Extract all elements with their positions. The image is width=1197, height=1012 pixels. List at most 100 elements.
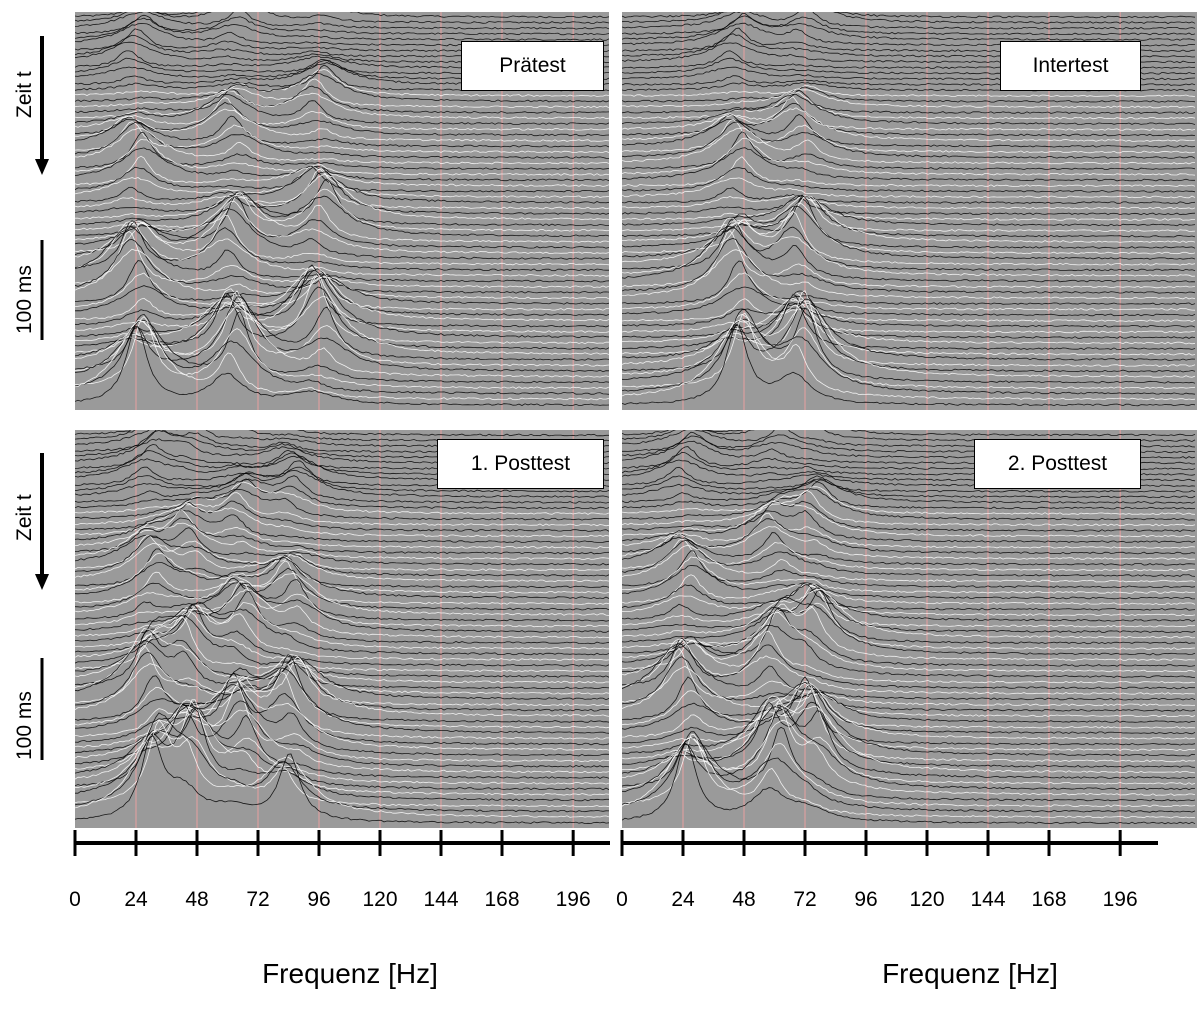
- spectrum-trace: [75, 196, 609, 249]
- spectrum-trace: [622, 630, 1196, 684]
- spectrum-trace: [75, 567, 609, 611]
- x-tick-label: 120: [362, 888, 398, 911]
- x-tick-label: 168: [1031, 888, 1067, 911]
- spectrum-trace: [622, 733, 1196, 808]
- spectrum-trace: [75, 509, 609, 544]
- spectrum-trace: [75, 191, 609, 238]
- spectrum-trace: [75, 616, 609, 684]
- spectrum-trace: [75, 12, 609, 19]
- spectrum-trace: [75, 672, 609, 746]
- spectrum-trace: [622, 676, 1196, 746]
- spectrum-trace: [622, 298, 1196, 323]
- spectrum-trace: [75, 316, 609, 390]
- spectrum-trace: [75, 230, 609, 289]
- spectrum-trace: [75, 502, 609, 538]
- panel-title-pretest: Prätest: [461, 41, 604, 91]
- spectrum-trace: [75, 522, 609, 560]
- spectrum-trace: [75, 542, 609, 583]
- spectrum-trace: [75, 108, 609, 142]
- spectrum-trace: [75, 735, 609, 825]
- spectrum-trace: [622, 15, 1196, 41]
- spectrum-trace: [622, 488, 1196, 521]
- spectrum-trace: [622, 540, 1196, 577]
- spectrum-trace: [75, 580, 609, 628]
- spectrum-trace: [622, 702, 1196, 785]
- spectrum-trace: [622, 290, 1196, 367]
- spectrum-trace: [622, 304, 1196, 334]
- spectrum-trace: [75, 708, 609, 802]
- spectrum-trace: [75, 225, 609, 283]
- spectrum-trace: [75, 69, 609, 97]
- spectrum-trace: [622, 196, 1195, 221]
- spectrum-trace: [75, 535, 609, 577]
- spectrum-trace: [75, 534, 609, 572]
- spectrum-trace: [75, 167, 609, 210]
- spectrum-trace: [622, 121, 1196, 159]
- x-tick-label: 144: [970, 888, 1006, 911]
- spectrum-trace: [75, 291, 609, 361]
- spectrum-trace: [75, 90, 609, 120]
- spectrum-trace: [75, 706, 609, 791]
- x-tick-label: 48: [732, 888, 756, 911]
- spectrum-trace: [75, 475, 609, 504]
- spectrum-trace: [622, 602, 1196, 650]
- spectrum-trace: [75, 466, 609, 493]
- spectrum-trace: [622, 107, 1196, 142]
- spectrum-trace: [622, 582, 1196, 611]
- spectrum-trace: [75, 319, 609, 401]
- x-tick-label: 0: [616, 888, 628, 911]
- spectrum-trace: [75, 588, 609, 639]
- spectrum-trace: [622, 512, 1196, 549]
- spectrum-trace: [75, 166, 609, 199]
- spectrum-trace: [622, 217, 1196, 272]
- spectrum-trace: [75, 200, 609, 255]
- spectrum-trace: [75, 127, 609, 165]
- spectrum-trace: [75, 527, 609, 566]
- spectrum-trace: [75, 267, 609, 333]
- spectrum-trace: [622, 177, 1196, 199]
- spectrum-trace: [622, 293, 1196, 351]
- spectrum-trace: [75, 131, 609, 171]
- spectrum-trace: [622, 93, 1196, 125]
- spectrum-trace: [622, 643, 1196, 701]
- spectrum-trace: [622, 501, 1196, 538]
- spectrum-trace: [75, 93, 609, 125]
- spectrum-trace: [75, 85, 609, 114]
- spectrum-trace: [622, 324, 1196, 407]
- x-axis-title-left: Frequenz [Hz]: [262, 958, 438, 989]
- spectrum-trace: [75, 17, 609, 41]
- spectrum-trace: [622, 292, 1196, 356]
- spectrum-trace: [75, 155, 609, 187]
- spectrum-trace: [75, 602, 609, 650]
- spectrum-trace: [622, 556, 1195, 594]
- spectrum-trace: [75, 325, 609, 407]
- spectrum-trace: [622, 89, 1196, 114]
- spectrum-trace: [622, 430, 1196, 437]
- spectrum-trace: [75, 194, 609, 243]
- spectrum-trace: [75, 470, 609, 498]
- spectrum-trace: [75, 552, 609, 594]
- spectrum-trace: [75, 699, 609, 774]
- spectrum-trace: [75, 288, 609, 355]
- spectrum-trace: [75, 260, 609, 305]
- x-tick-label: 144: [423, 888, 459, 911]
- spectrum-trace: [75, 311, 609, 384]
- spectrum-trace: [75, 492, 609, 527]
- spectrum-trace: [622, 719, 1196, 796]
- spectrum-trace: [75, 582, 609, 633]
- spectrum-trace: [622, 565, 1196, 600]
- trace-group-0: [75, 12, 609, 407]
- x-tick-label: 96: [307, 888, 331, 911]
- spectrum-trace: [622, 217, 1196, 277]
- spectrum-trace: [75, 500, 609, 532]
- x-tick-label: 196: [1102, 888, 1138, 911]
- spectrum-trace: [75, 266, 609, 322]
- panel-title-intertest: Intertest: [1000, 41, 1141, 91]
- spectrum-trace: [75, 73, 609, 103]
- spectrum-trace: [622, 638, 1196, 695]
- spectrum-trace: [75, 572, 609, 616]
- spectrum-trace: [75, 165, 609, 193]
- spectrum-trace: [622, 88, 1196, 109]
- spectrum-trace: [75, 171, 609, 215]
- spectrum-trace: [75, 730, 609, 818]
